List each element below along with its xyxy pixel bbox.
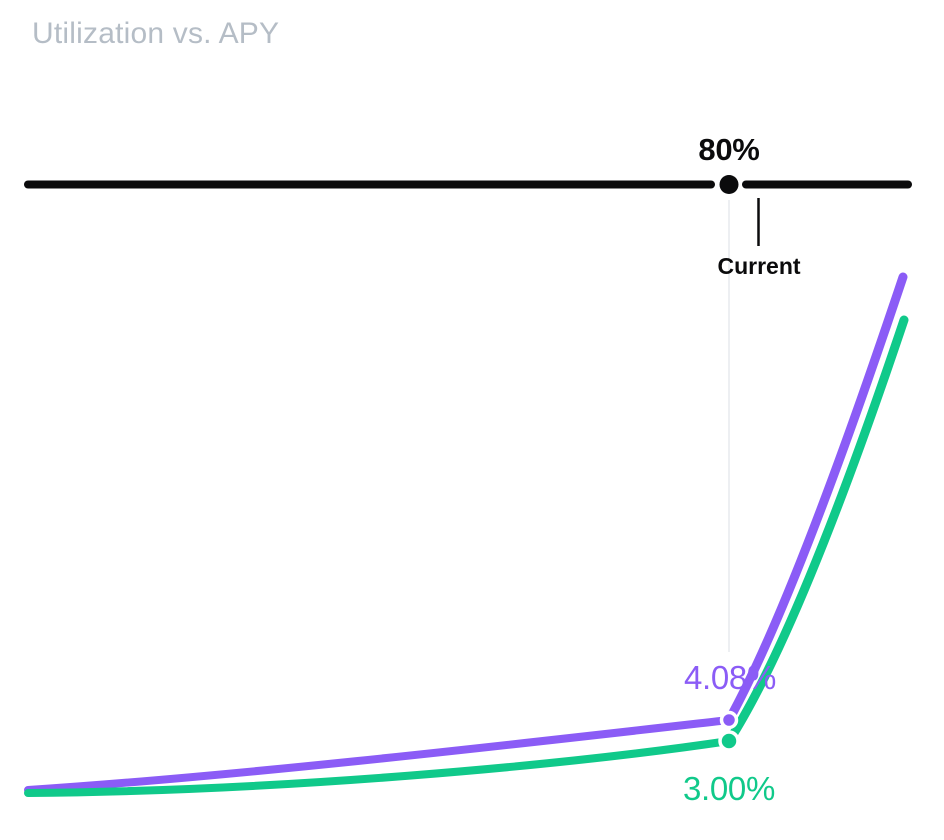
apy-point-green bbox=[718, 730, 740, 752]
apy-curve-purple-gentle bbox=[24, 716, 733, 794]
current-marker-label: Current bbox=[717, 253, 800, 279]
utilization-slider-handle[interactable] bbox=[719, 175, 739, 194]
apy-curve-purple-steep bbox=[724, 272, 908, 725]
apy-point-purple bbox=[719, 710, 739, 730]
apy-value-purple: 4.08% bbox=[684, 659, 776, 696]
apy-value-green: 3.00% bbox=[683, 770, 775, 807]
apy-curve-green-gentle bbox=[24, 737, 733, 797]
chart-title: Utilization vs. APY bbox=[32, 17, 280, 50]
utilization-slider-value: 80% bbox=[698, 132, 759, 167]
apy-curve-green-steep bbox=[724, 315, 909, 746]
